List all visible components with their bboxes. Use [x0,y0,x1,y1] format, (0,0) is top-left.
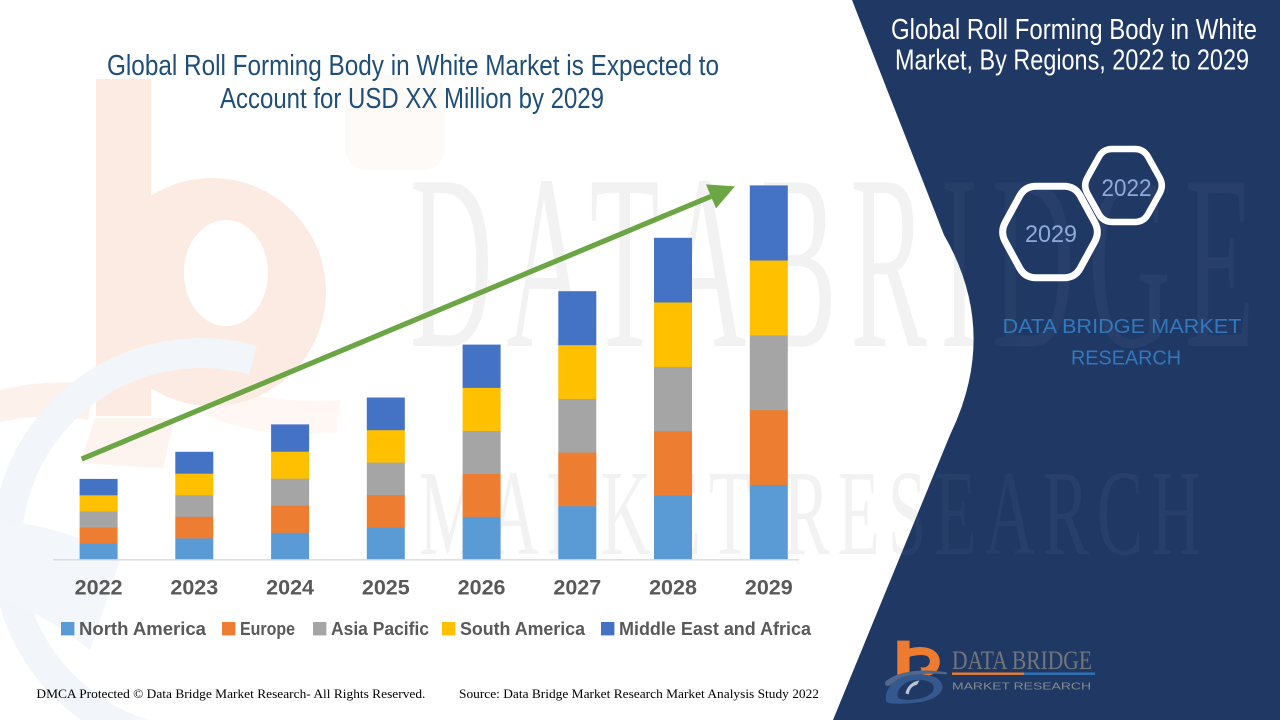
svg-text:2029: 2029 [745,576,793,600]
svg-text:2026: 2026 [458,576,506,600]
svg-text:2023: 2023 [170,576,218,600]
svg-text:South America: South America [460,619,586,639]
svg-text:2025: 2025 [362,576,410,600]
svg-text:Middle East and Africa: Middle East and Africa [619,619,812,639]
svg-text:Source: Data Bridge Market Res: Source: Data Bridge Market Research Mark… [459,686,819,701]
svg-text:2029: 2029 [1025,221,1077,248]
svg-text:RESEARCH: RESEARCH [1071,348,1181,370]
svg-text:2022: 2022 [1102,175,1152,202]
svg-text:DMCA Protected © Data Bridge M: DMCA Protected © Data Bridge Market Rese… [36,686,425,701]
svg-text:Europe: Europe [240,619,295,639]
svg-text:North America: North America [79,619,207,639]
svg-text:2028: 2028 [649,576,697,600]
svg-text:DATA BRIDGE: DATA BRIDGE [952,646,1092,675]
svg-text:MARKET RESEARCH: MARKET RESEARCH [952,681,1091,693]
svg-text:2024: 2024 [266,576,314,600]
svg-text:Market, By Regions, 2022 to 20: Market, By Regions, 2022 to 2029 [895,45,1249,77]
svg-text:DATA BRIDGE MARKET: DATA BRIDGE MARKET [1003,316,1242,338]
svg-text:2022: 2022 [75,576,123,600]
svg-text:Global Roll Forming Body in Wh: Global Roll Forming Body in White Market… [107,50,719,82]
svg-text:2027: 2027 [553,576,601,600]
svg-text:Asia Pacific: Asia Pacific [331,619,429,639]
svg-text:Global Roll Forming Body in Wh: Global Roll Forming Body in White [891,14,1257,46]
svg-text:Account for USD XX Million by: Account for USD XX Million by 2029 [220,83,604,115]
